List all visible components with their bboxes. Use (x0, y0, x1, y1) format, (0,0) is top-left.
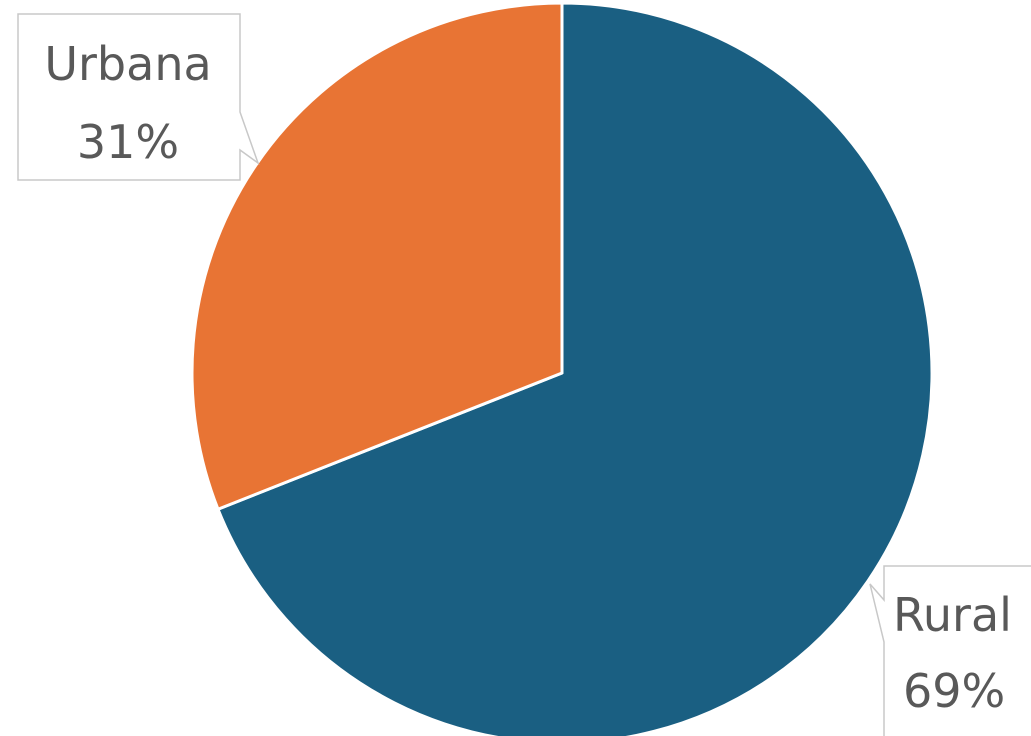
data-label-rural: Rural 69% (869, 565, 1031, 736)
data-label-rural-value: 69% (903, 664, 1005, 718)
data-label-urbana-value: 31% (77, 115, 179, 169)
data-label-urbana-category: Urbana (44, 37, 211, 91)
data-label-urbana: Urbana 31% (17, 13, 260, 181)
data-label-rural-category: Rural (893, 588, 1012, 642)
pie-slices (190, 1, 934, 736)
pie-slice-urbana (190, 1, 564, 511)
callout-box-urbana (17, 13, 260, 181)
pie-slice-rural (216, 1, 934, 736)
callout-box-rural (869, 565, 1031, 736)
